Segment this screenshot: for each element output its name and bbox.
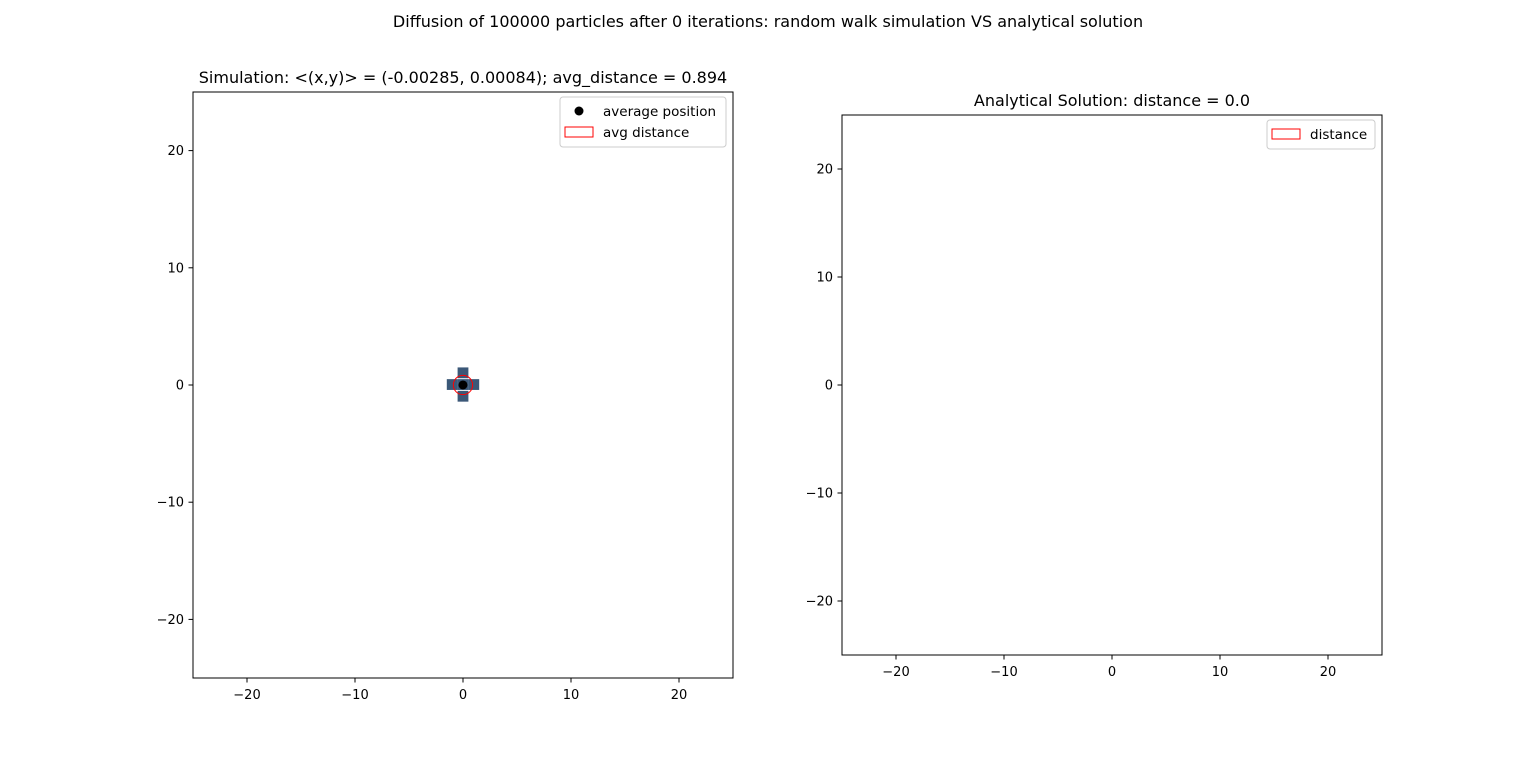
sim-xtick-label: 10 xyxy=(563,688,580,703)
sim-particle-cell xyxy=(468,379,480,390)
ana-ytick-label: −10 xyxy=(806,487,833,502)
ana-xtick-label: 10 xyxy=(1212,665,1229,680)
sim-average-position-point xyxy=(458,380,468,390)
sim-legend-marker-rect xyxy=(564,126,594,138)
ana-ytick-label: 0 xyxy=(825,379,833,394)
ana-legend-box xyxy=(1266,119,1376,150)
sim-ytick-label: −20 xyxy=(157,613,184,628)
ana-xtick-label: −10 xyxy=(990,665,1017,680)
sim-particle-cell xyxy=(446,379,458,390)
figure-suptitle: Diffusion of 100000 particles after 0 it… xyxy=(392,12,1144,31)
ana-ytick-label: 20 xyxy=(816,163,833,178)
ana-axes: Analytical Solution: distance = 0.0 −20 −1… xyxy=(806,91,1383,680)
sim-xtick-label: 0 xyxy=(459,688,467,703)
sim-xtick-label: −10 xyxy=(341,688,368,703)
sim-avg-distance-circle xyxy=(452,374,474,396)
ana-xtick-label: 0 xyxy=(1108,665,1116,680)
sim-ytick-label: 10 xyxy=(167,261,184,276)
sim-xtick-label: 20 xyxy=(671,688,688,703)
ana-legend-label: distance xyxy=(1310,127,1367,143)
ana-ytick-label: 10 xyxy=(816,271,833,286)
ana-legend-marker-rect xyxy=(1271,128,1301,140)
ana-legend: distance xyxy=(1266,119,1376,150)
ana-title: Analytical Solution: distance = 0.0 xyxy=(974,91,1250,110)
ana-ytick-label: −20 xyxy=(806,595,833,610)
sim-legend: average position avg distance xyxy=(559,96,727,148)
sim-title: Simulation: <(x,y)> = (-0.00285, 0.00084… xyxy=(199,68,727,88)
sim-ytick-label: 0 xyxy=(176,379,184,394)
sim-axes: Simulation: <(x,y)> = (-0.00285, 0.00084… xyxy=(157,68,734,703)
sim-xtick-label: −20 xyxy=(233,688,260,703)
sim-ytick-label: −10 xyxy=(157,496,184,511)
sim-ytick-label: 20 xyxy=(167,144,184,159)
ana-axes-frame xyxy=(841,114,1383,656)
sim-legend-box xyxy=(559,96,727,148)
sim-legend-marker-dot xyxy=(574,106,584,116)
ana-xtick-label: 20 xyxy=(1320,665,1337,680)
sim-legend-label: average position xyxy=(603,104,716,120)
sim-particle-cell xyxy=(457,367,469,379)
sim-particle-cell xyxy=(457,390,469,402)
sim-legend-label: avg distance xyxy=(603,125,689,141)
ana-xtick-label: −20 xyxy=(882,665,909,680)
